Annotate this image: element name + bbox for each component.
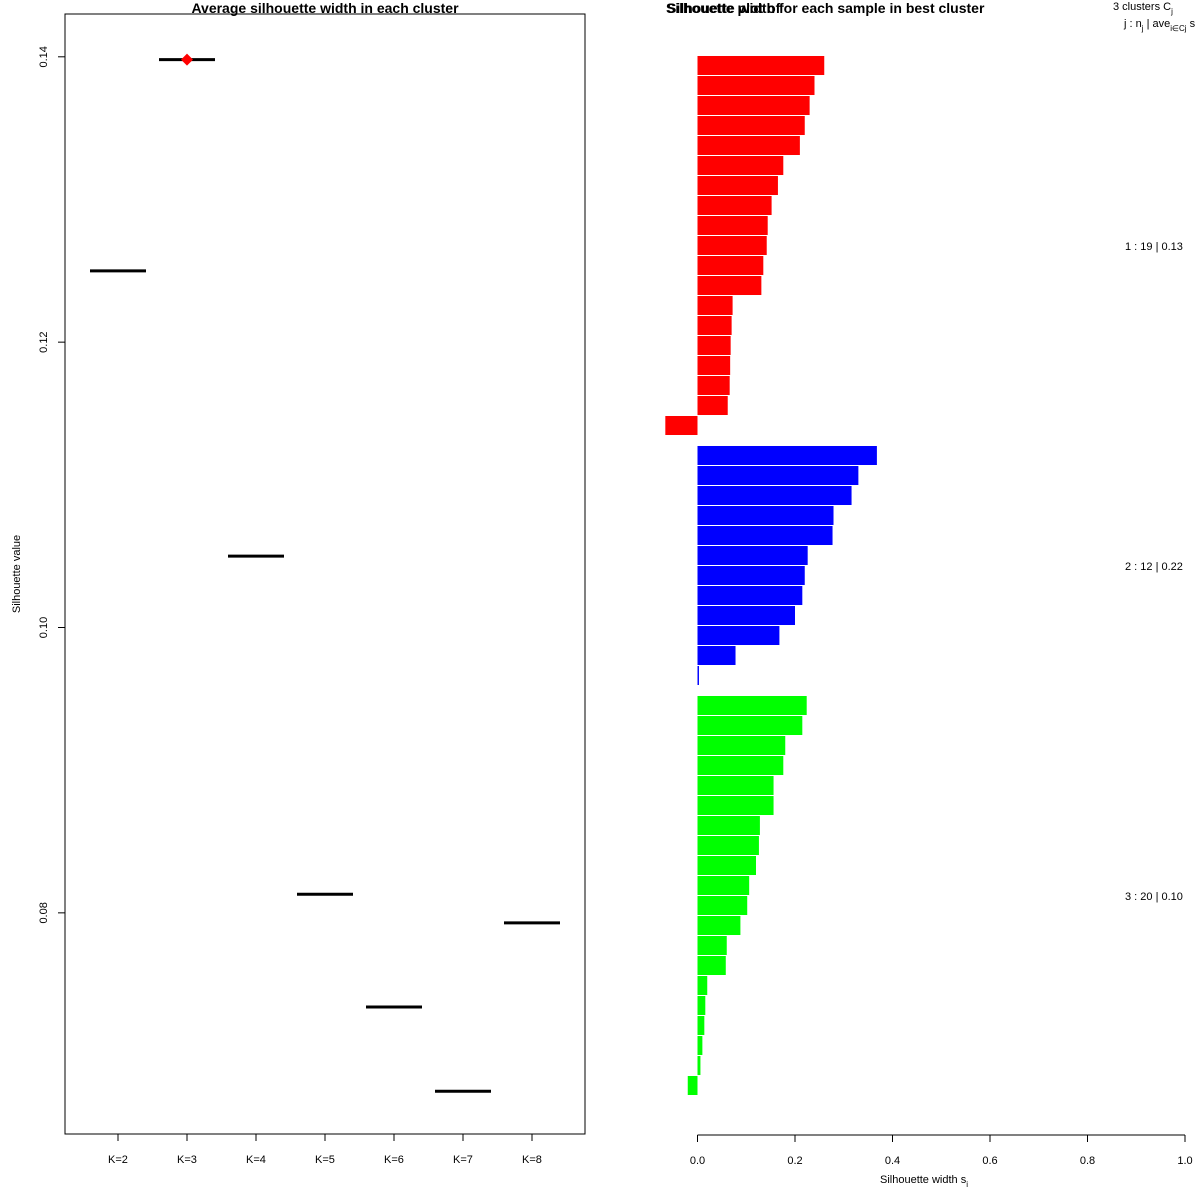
silhouette-bar-cluster-3 <box>687 1076 698 1095</box>
left-y-axis-label: Silhouette value <box>11 535 23 613</box>
silhouette-bar-cluster-2 <box>697 446 877 465</box>
silhouette-bar-cluster-3 <box>697 876 750 895</box>
silhouette-bar-cluster-1 <box>697 276 762 295</box>
legend-header-line1: 3 clusters C <box>1113 1 1171 13</box>
silhouette-bar-cluster-3 <box>697 1016 705 1035</box>
silhouette-bar-cluster-1 <box>697 136 800 155</box>
svg-text:3 clusters Cj: 3 clusters Cj <box>1113 1 1173 16</box>
silhouette-bar-cluster-1 <box>697 56 825 75</box>
left-chart-title: Average silhouette width in each cluster <box>191 0 459 16</box>
silhouette-bar-cluster-3 <box>697 916 741 935</box>
right-chart-title: Silhouette width for each sample in best… <box>667 0 985 16</box>
silhouette-bar-cluster-3 <box>697 776 774 795</box>
silhouette-bar-cluster-3 <box>697 976 708 995</box>
left-y-tick-label: 0.14 <box>38 46 50 67</box>
right-x-tick-label: 1.0 <box>1177 1155 1192 1167</box>
svg-text:Silhouette width si: Silhouette width si <box>880 1174 968 1189</box>
right-x-tick-label: 0.0 <box>690 1155 705 1167</box>
silhouette-bar-cluster-3 <box>697 716 803 735</box>
silhouette-bar-cluster-2 <box>697 606 795 625</box>
right-x-axis-label: Silhouette width s <box>880 1174 967 1186</box>
avg-silhouette-panel: Average silhouette width in each cluster… <box>11 0 586 1166</box>
silhouette-bar-cluster-3 <box>697 1036 703 1055</box>
silhouette-bar-cluster-1 <box>697 336 731 355</box>
left-y-axis: 0.08 0.10 0.12 0.14 <box>38 46 66 924</box>
right-x-tick-label: 0.6 <box>982 1155 997 1167</box>
right-x-axis-label-sub: i <box>966 1180 968 1189</box>
left-plot-frame <box>64 13 586 1135</box>
left-y-tick-label: 0.10 <box>38 617 50 638</box>
silhouette-bar-cluster-3 <box>697 736 786 755</box>
silhouette-bar-cluster-3 <box>697 816 760 835</box>
left-y-tick-label: 0.08 <box>38 902 50 923</box>
silhouette-bar-cluster-1 <box>697 356 731 375</box>
silhouette-bar-cluster-1 <box>697 396 728 415</box>
silhouette-bar-cluster-3 <box>697 936 727 955</box>
silhouette-bars <box>665 56 877 1095</box>
silhouette-bar-cluster-1 <box>697 216 768 235</box>
legend-header-line2: j : n <box>1123 18 1142 30</box>
right-x-tick-label: 0.8 <box>1080 1155 1095 1167</box>
silhouette-bar-cluster-2 <box>697 646 736 665</box>
legend-header-line2-sub2: i∈Cj <box>1170 24 1187 33</box>
best-k-diamond-marker <box>181 53 193 66</box>
cluster-3-summary-label: 3 : 20 | 0.10 <box>1125 891 1183 903</box>
right-x-tick-label: 0.2 <box>787 1155 802 1167</box>
right-x-axis: 0.0 0.2 0.4 0.6 0.8 1.0 <box>690 1134 1193 1167</box>
silhouette-bar-cluster-3 <box>697 1056 701 1075</box>
silhouette-bar-cluster-1 <box>697 196 772 215</box>
silhouette-bar-cluster-1 <box>697 116 805 135</box>
silhouette-bar-cluster-3 <box>697 896 748 915</box>
silhouette-bar-cluster-2 <box>697 486 852 505</box>
silhouette-bar-cluster-3 <box>697 796 774 815</box>
silhouette-bar-cluster-2 <box>697 626 780 645</box>
silhouette-bar-cluster-2 <box>697 666 699 685</box>
silhouette-bar-cluster-2 <box>697 466 859 485</box>
cluster-2-summary-label: 2 : 12 | 0.22 <box>1125 561 1183 573</box>
left-x-axis: K=2 K=3 K=4 K=5 K=6 K=7 K=8 <box>108 1133 542 1166</box>
silhouette-bar-cluster-2 <box>697 506 834 525</box>
legend-header-line2-end: s <box>1187 18 1196 30</box>
silhouette-bar-cluster-1 <box>697 316 732 335</box>
legend-header-line2-sub: j <box>1141 24 1144 33</box>
silhouette-bar-cluster-3 <box>697 756 784 775</box>
cluster-legend-header: 3 clusters Cj j : nj | avei∈Cj s <box>1113 1 1196 33</box>
silhouette-bar-cluster-1 <box>697 296 733 315</box>
silhouette-bar-cluster-1 <box>697 236 767 255</box>
right-chart-title-overlap: Silhouette plot of <box>666 0 781 16</box>
legend-header-line1-sub: j <box>1170 7 1173 16</box>
silhouette-bar-cluster-1 <box>665 416 698 435</box>
left-x-tick-label: K=6 <box>384 1154 404 1166</box>
left-y-tick-label: 0.12 <box>38 331 50 352</box>
cluster-1-summary-label: 1 : 19 | 0.13 <box>1125 241 1183 253</box>
left-x-tick-label: K=7 <box>453 1154 473 1166</box>
cluster-summary-labels: 1 : 19 | 0.13 2 : 12 | 0.22 3 : 20 | 0.10 <box>1125 241 1183 903</box>
left-x-tick-label: K=8 <box>522 1154 542 1166</box>
left-x-tick-label: K=3 <box>177 1154 197 1166</box>
silhouette-bar-cluster-3 <box>697 856 756 875</box>
legend-header-line2-rest: | ave <box>1144 18 1171 30</box>
silhouette-bar-cluster-1 <box>697 256 764 275</box>
svg-text:j : nj | avei∈Cj s: j : nj | avei∈Cj s <box>1123 18 1196 33</box>
silhouette-bar-cluster-1 <box>697 176 778 195</box>
left-x-tick-label: K=2 <box>108 1154 128 1166</box>
right-x-tick-label: 0.4 <box>885 1155 900 1167</box>
silhouette-bar-cluster-1 <box>697 96 810 115</box>
silhouette-bar-cluster-3 <box>697 956 726 975</box>
silhouette-bar-cluster-3 <box>697 836 759 855</box>
silhouette-bar-cluster-2 <box>697 586 803 605</box>
avg-silhouette-segments <box>90 53 560 1093</box>
silhouette-bar-cluster-2 <box>697 566 805 585</box>
silhouette-bar-cluster-3 <box>697 696 807 715</box>
left-x-tick-label: K=5 <box>315 1154 335 1166</box>
silhouette-bar-cluster-2 <box>697 526 833 545</box>
silhouette-bars-panel: Silhouette plot of Silhouette width for … <box>665 0 1196 1189</box>
silhouette-bar-cluster-2 <box>697 546 808 565</box>
left-x-tick-label: K=4 <box>246 1154 266 1166</box>
silhouette-bar-cluster-1 <box>697 376 730 395</box>
silhouette-bar-cluster-1 <box>697 156 784 175</box>
silhouette-bar-cluster-3 <box>697 996 706 1015</box>
silhouette-bar-cluster-1 <box>697 76 815 95</box>
